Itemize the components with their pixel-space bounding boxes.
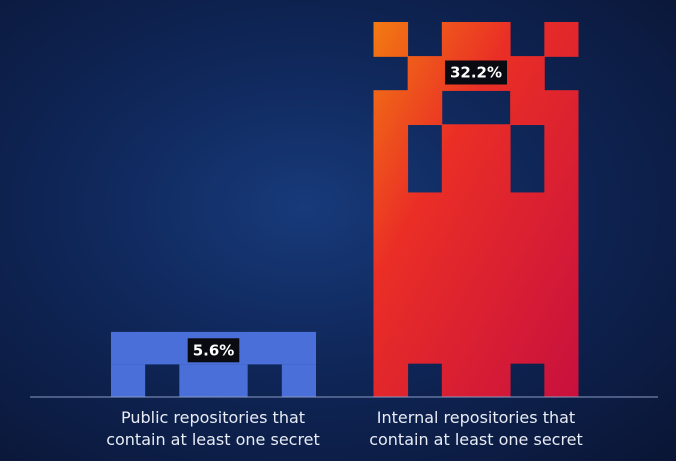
value-label: 5.6% bbox=[193, 341, 235, 359]
value-label: 32.2% bbox=[450, 64, 502, 82]
value-label-bg bbox=[187, 338, 240, 363]
category-label: Internal repositories that contain at le… bbox=[369, 408, 583, 449]
category-label: Public repositories that contain at leas… bbox=[106, 408, 320, 449]
value-label-bg bbox=[444, 60, 508, 85]
